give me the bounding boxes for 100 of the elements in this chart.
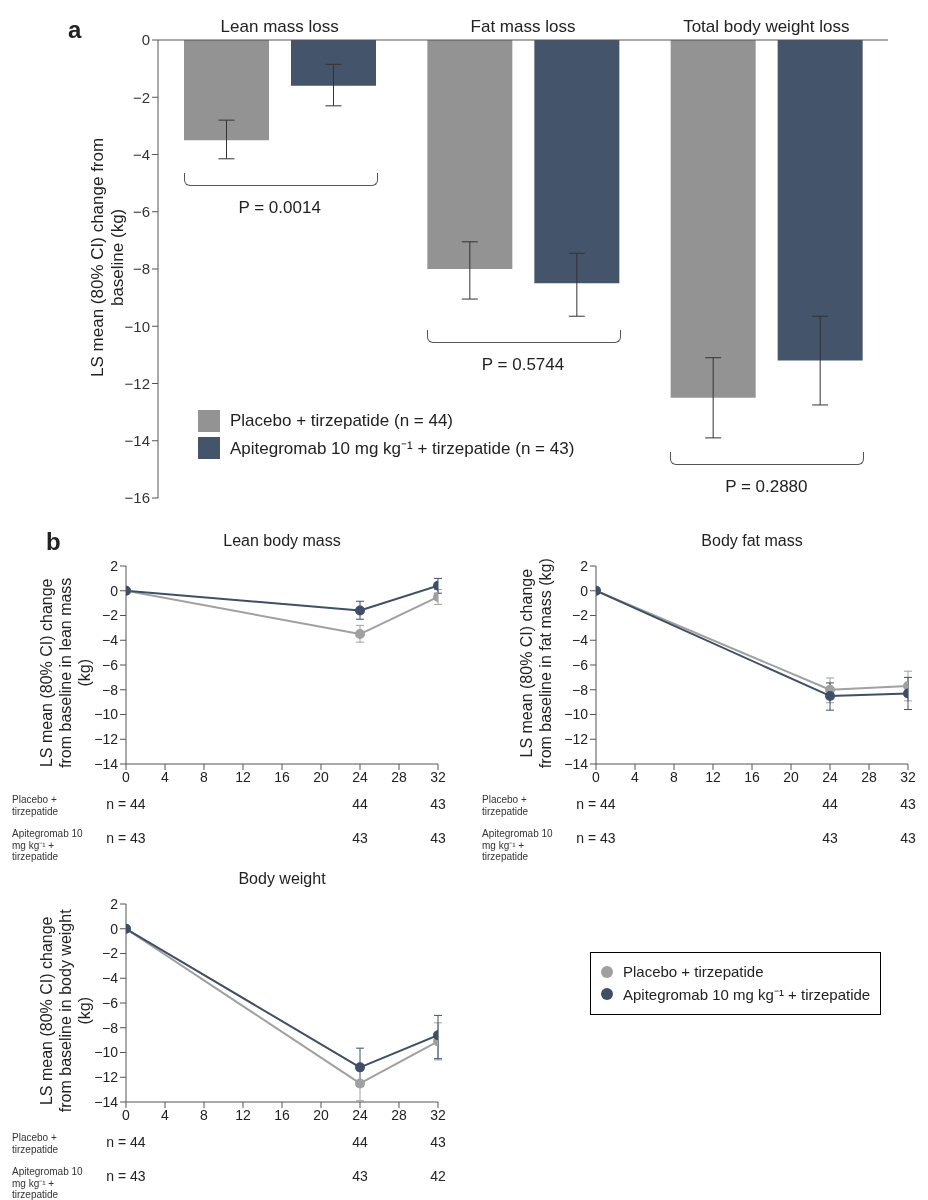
y-tick-label: −12: [94, 731, 119, 748]
text: a: [68, 16, 82, 43]
x-tick-label: Fat mass loss: [470, 17, 576, 36]
x-tick-label: Total body weight loss: [683, 17, 850, 36]
y-axis-title: LS mean (80% CI) change from baseline in body weight (kg): [38, 909, 94, 1113]
text: 44: [352, 1134, 368, 1150]
x-tick-label: 20: [783, 768, 799, 785]
y-tick-label: 0: [110, 920, 119, 937]
y-tick-label: −12: [124, 374, 150, 392]
chart-title: Lean body mass: [223, 532, 341, 549]
x-tick-label: 0: [592, 768, 601, 785]
legend-label: Placebo + tirzepatide (n = 44): [230, 411, 454, 431]
x-tick-label: Lean mass loss: [220, 17, 339, 36]
legend-label: Apitegromab 10 mg kg⁻¹ + tirzepatide: [623, 985, 871, 1004]
y-axis-title: LS mean (80% CI) change from baseline in fat mass (kg): [517, 558, 554, 769]
x-tick-label: 16: [274, 1106, 290, 1123]
y-tick-label: −4: [132, 145, 150, 163]
y-tick-label: 2: [110, 557, 119, 574]
text: 44: [352, 796, 368, 812]
y-tick-label: −2: [102, 607, 119, 624]
text: b: [46, 528, 61, 555]
x-tick-label: 4: [161, 768, 170, 785]
text: Apitegromab 10 mg kg⁻¹ + tirzepatide: [482, 828, 553, 862]
text: 43: [352, 1168, 368, 1184]
x-tick-label: 32: [430, 768, 446, 785]
text: 44: [822, 796, 838, 812]
x-tick-label: 4: [631, 768, 640, 785]
y-tick-label: 0: [110, 582, 119, 599]
x-tick-label: 28: [861, 768, 877, 785]
text: 43: [900, 830, 916, 846]
legend-label: Apitegromab 10 mg kg⁻¹ + tirzepatide (n = 43): [230, 438, 575, 459]
y-tick-label: 2: [580, 557, 589, 574]
text: Placebo + tirzepatide: [12, 794, 59, 817]
x-tick-label: 24: [822, 768, 838, 785]
text: n = 43: [106, 830, 146, 846]
y-tick-label: −8: [572, 681, 589, 698]
y-tick-label: −16: [124, 489, 150, 507]
x-tick-label: 4: [161, 1106, 170, 1123]
y-tick-label: −8: [102, 681, 119, 698]
text: n = 44: [106, 796, 146, 812]
y-tick-label: −10: [94, 706, 119, 723]
x-tick-label: 28: [391, 1106, 407, 1123]
text: n = 43: [106, 1168, 146, 1184]
y-tick-label: −4: [102, 970, 119, 987]
x-tick-label: 8: [200, 768, 209, 785]
y-tick-label: 2: [110, 895, 119, 912]
x-tick-label: 12: [705, 768, 721, 785]
y-tick-label: −14: [124, 432, 150, 450]
y-tick-label: −4: [572, 632, 589, 649]
text: n = 43: [576, 830, 616, 846]
y-tick-label: −10: [94, 1044, 119, 1061]
annotation: P = 0.2880: [725, 476, 808, 496]
text: 43: [430, 830, 446, 846]
y-tick-label: −6: [102, 994, 119, 1011]
y-tick-label: −10: [124, 317, 150, 335]
text: 43: [430, 1134, 446, 1150]
x-tick-label: 20: [313, 1106, 329, 1123]
y-tick-label: 0: [580, 582, 589, 599]
text: 42: [430, 1168, 446, 1184]
y-tick-label: −2: [572, 607, 589, 624]
text: n = 44: [106, 1134, 146, 1150]
text: n = 44: [576, 796, 616, 812]
text: Placebo + tirzepatide: [12, 1132, 59, 1155]
x-tick-label: 12: [235, 1106, 251, 1123]
y-tick-label: −6: [132, 203, 150, 221]
x-tick-label: 8: [670, 768, 679, 785]
x-tick-label: 16: [274, 768, 290, 785]
y-tick-label: −10: [564, 706, 589, 723]
x-tick-label: 32: [430, 1106, 446, 1123]
x-tick-label: 12: [235, 768, 251, 785]
x-tick-label: 20: [313, 768, 329, 785]
text: Placebo + tirzepatide: [482, 794, 529, 817]
chart-title: Body weight: [238, 870, 326, 887]
x-tick-label: 24: [352, 1106, 368, 1123]
y-tick-label: −14: [564, 755, 589, 772]
y-tick-label: −14: [94, 755, 119, 772]
legend-label: Placebo + tirzepatide: [623, 963, 764, 980]
text: Apitegromab 10 mg kg⁻¹ + tirzepatide: [12, 1166, 83, 1200]
y-tick-label: −6: [102, 656, 119, 673]
y-tick-label: 0: [141, 31, 150, 49]
y-tick-label: −2: [102, 945, 119, 962]
y-tick-label: −12: [564, 731, 589, 748]
y-axis-title: LS mean (80% CI) change from baseline in lean mass (kg): [38, 577, 94, 769]
y-tick-label: −2: [132, 88, 150, 106]
x-tick-label: 8: [200, 1106, 209, 1123]
y-tick-label: −6: [572, 656, 589, 673]
x-tick-label: 32: [900, 768, 916, 785]
annotation: P = 0.5744: [481, 355, 565, 375]
annotation: P = 0.0014: [238, 197, 321, 217]
text: 43: [352, 830, 368, 846]
x-tick-label: 28: [391, 768, 407, 785]
text: 43: [900, 796, 916, 812]
y-tick-label: −14: [94, 1093, 119, 1110]
y-tick-label: −8: [102, 1019, 119, 1036]
text: Apitegromab 10 mg kg⁻¹ + tirzepatide: [12, 828, 83, 862]
x-tick-label: 16: [744, 768, 760, 785]
x-tick-label: 24: [352, 768, 368, 785]
chart-title: Body fat mass: [701, 532, 803, 549]
y-tick-label: −8: [132, 260, 150, 278]
text: 43: [822, 830, 838, 846]
